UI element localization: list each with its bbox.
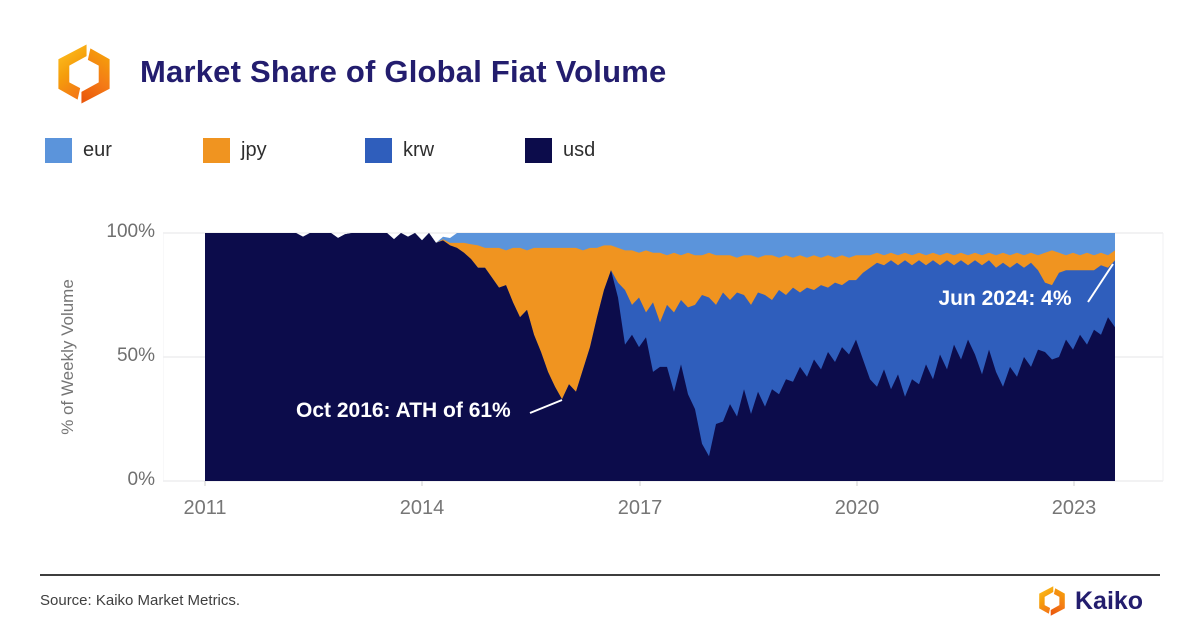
area-usd [205, 233, 1115, 481]
y-tick-50: 50% [116, 345, 155, 366]
legend-swatch-krw [365, 138, 392, 163]
legend-swatch-eur [45, 138, 72, 163]
brand-name: Kaiko [1075, 586, 1144, 615]
legend-item-eur[interactable]: eur [45, 138, 112, 163]
legend-swatch-usd [525, 138, 552, 163]
x-tick-label-2023: 2023 [1052, 497, 1097, 519]
x-tick-label-2020: 2020 [835, 497, 880, 519]
annotation-text-0: Oct 2016: ATH of 61% [296, 399, 511, 422]
legend-label-usd: usd [563, 139, 596, 161]
page-title: Market Share of Global Fiat Volume [140, 54, 667, 89]
kaiko-logo-icon [58, 44, 110, 104]
stacked-area-chart: 2011 2014 2017 2020 2023 Oct 2016: ATH of 61%… [163, 232, 1164, 519]
legend-item-krw[interactable]: krw [365, 138, 434, 163]
source-text: Source: Kaiko Market Metrics. [40, 592, 241, 609]
annotation-line-0 [529, 399, 563, 414]
brand-lockup: Kaiko [1036, 585, 1143, 617]
legend-item-jpy[interactable]: jpy [203, 138, 267, 163]
x-tick-label-2014: 2014 [400, 497, 445, 519]
x-tick-label-2017: 2017 [618, 497, 663, 519]
annotation-line-1 [1087, 263, 1114, 303]
legend-label-eur: eur [83, 139, 112, 161]
annotation-text-1: Jun 2024: 4% [938, 287, 1071, 310]
footer-divider [40, 574, 1160, 576]
kaiko-brand-icon [1039, 586, 1065, 616]
y-tick-0: 0% [127, 469, 155, 490]
y-tick-100: 100% [106, 221, 155, 242]
legend-item-usd[interactable]: usd [525, 138, 595, 163]
x-tick-label-2011: 2011 [183, 497, 226, 519]
legend-label-krw: krw [403, 139, 435, 161]
legend-label-jpy: jpy [241, 139, 267, 161]
legend-swatch-jpy [203, 138, 230, 163]
